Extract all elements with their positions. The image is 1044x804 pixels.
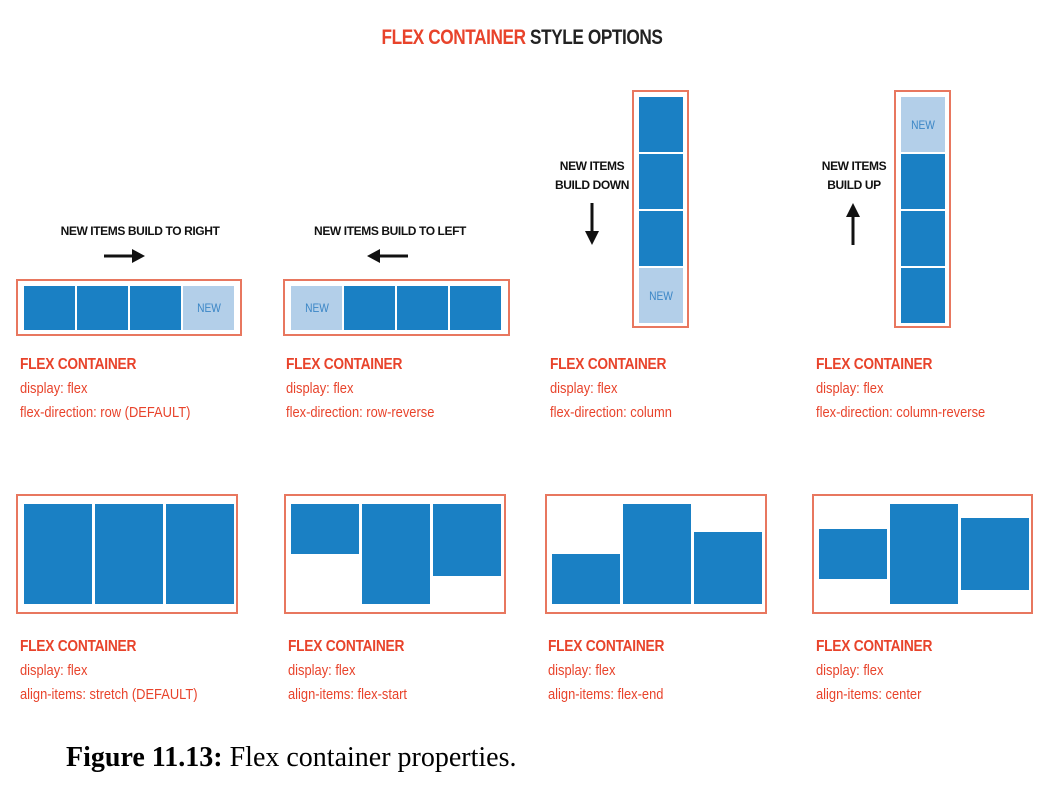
label-column: FLEX CONTAINER display: flex flex-direct… — [550, 356, 672, 421]
flex-item — [344, 286, 395, 330]
flex-item — [694, 532, 762, 604]
flex-item — [450, 286, 501, 330]
note-build-right: NEW ITEMS BUILD TO RIGHT — [60, 224, 220, 238]
flex-item — [890, 504, 958, 604]
label-row: FLEX CONTAINER display: flex flex-direct… — [20, 356, 191, 421]
arrow-right-icon — [104, 249, 145, 263]
flex-item — [397, 286, 448, 330]
flex-container-align-center — [812, 494, 1033, 614]
flex-item-new: NEW — [183, 286, 234, 330]
flex-item — [961, 518, 1029, 590]
title-accent: FLEX CONTAINER — [381, 26, 527, 49]
flex-container-column: NEW — [632, 90, 689, 328]
label-align-flex-end: FLEX CONTAINER display: flex align-items… — [548, 638, 665, 703]
flex-item — [623, 504, 691, 604]
flex-item — [291, 504, 359, 554]
flex-item — [433, 504, 501, 576]
flex-item-new: NEW — [291, 286, 342, 330]
flex-item-new: NEW — [901, 97, 945, 152]
flex-item — [362, 504, 430, 604]
figure-caption-text: Flex container properties. — [222, 742, 517, 773]
flex-item — [24, 504, 92, 604]
flex-item — [77, 286, 128, 330]
flex-item — [901, 211, 945, 266]
figure-caption: Figure 11.13: Flex container properties. — [66, 742, 517, 774]
flex-container-align-flex-start — [284, 494, 506, 614]
arrow-down-icon — [585, 203, 599, 245]
flex-container-row: NEW — [16, 279, 242, 336]
flex-item — [639, 154, 683, 209]
note-build-up: NEW ITEMS BUILD UP — [821, 159, 887, 192]
arrow-left-icon — [367, 249, 408, 263]
label-align-flex-start: FLEX CONTAINER display: flex align-items… — [288, 638, 408, 703]
label-row-reverse: FLEX CONTAINER display: flex flex-direct… — [286, 356, 435, 421]
flex-item — [130, 286, 181, 330]
flex-item-new: NEW — [639, 268, 683, 323]
flex-item — [901, 268, 945, 323]
flex-container-align-stretch — [16, 494, 238, 614]
flex-container-column-reverse: NEW — [894, 90, 951, 328]
note-build-down: NEW ITEMS BUILD DOWN — [555, 159, 629, 192]
flex-container-row-reverse: NEW — [283, 279, 510, 336]
diagram-title: FLEX CONTAINER STYLE OPTIONS — [94, 26, 950, 50]
label-column-reverse: FLEX CONTAINER display: flex flex-direct… — [816, 356, 986, 421]
flex-item — [639, 97, 683, 152]
flex-item — [24, 286, 75, 330]
flex-item — [552, 554, 620, 604]
note-build-left: NEW ITEMS BUILD TO LEFT — [314, 224, 466, 238]
flex-item — [901, 154, 945, 209]
flex-container-align-flex-end — [545, 494, 767, 614]
flex-item — [639, 211, 683, 266]
flex-item — [95, 504, 163, 604]
label-align-stretch: FLEX CONTAINER display: flex align-items… — [20, 638, 198, 703]
arrow-up-icon — [846, 203, 860, 245]
flex-item — [166, 504, 234, 604]
flex-item — [819, 529, 887, 579]
title-rest: STYLE OPTIONS — [530, 26, 663, 49]
figure-number: Figure 11.13: — [66, 742, 223, 773]
label-align-center: FLEX CONTAINER display: flex align-items… — [816, 638, 933, 703]
